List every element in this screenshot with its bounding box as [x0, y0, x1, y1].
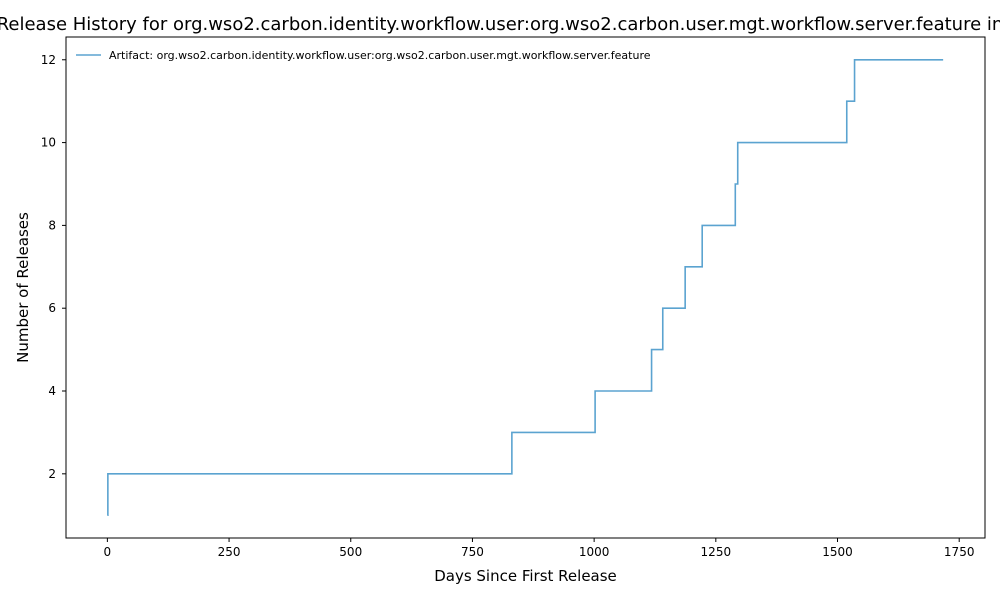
x-axis-label: Days Since First Release	[434, 567, 617, 585]
x-tick-label: 1000	[579, 545, 610, 559]
x-tick-label: 1750	[944, 545, 975, 559]
y-tick-label: 12	[41, 53, 56, 67]
x-tick-label: 0	[104, 545, 112, 559]
x-tick-label: 1500	[822, 545, 853, 559]
y-axis-label: Number of Releases	[14, 212, 32, 363]
chart-title: Release History for org.wso2.carbon.iden…	[0, 14, 1000, 35]
y-tick-label: 6	[48, 301, 56, 315]
x-axis: 0 250 500 750 1000 1250 1500 1750	[104, 538, 975, 559]
x-tick-label: 1250	[701, 545, 732, 559]
y-axis: 2 4 6 8 10 12	[41, 53, 66, 481]
y-tick-label: 10	[41, 136, 56, 150]
y-tick-label: 4	[48, 384, 56, 398]
x-tick-label: 500	[339, 545, 362, 559]
legend: Artifact: org.wso2.carbon.identity.workf…	[76, 49, 651, 62]
x-tick-label: 250	[218, 545, 241, 559]
x-tick-label: 750	[461, 545, 484, 559]
series-line	[107, 58, 944, 517]
y-tick-label: 8	[48, 218, 56, 232]
legend-label: Artifact: org.wso2.carbon.identity.workf…	[109, 49, 651, 62]
plot-area-frame	[65, 36, 986, 539]
y-tick-label: 2	[48, 467, 56, 481]
